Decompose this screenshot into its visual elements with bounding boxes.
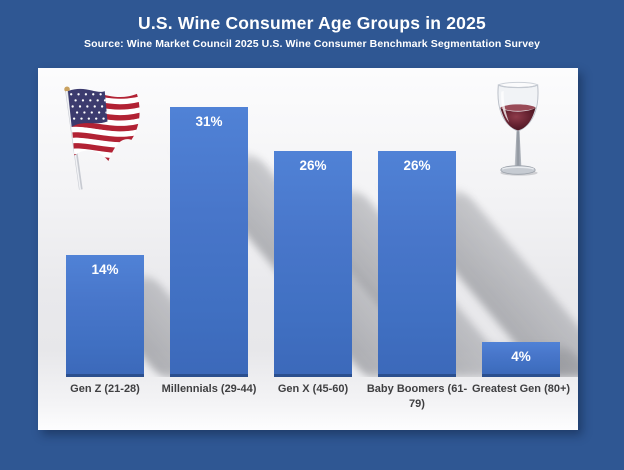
chart-source: Source: Wine Market Council 2025 U.S. Wi… <box>83 38 541 50</box>
bar-value-label: 31% <box>195 114 223 129</box>
bar-value-label: 14% <box>91 262 119 277</box>
bar: 4% <box>482 342 560 377</box>
category-label: Gen Z (21-28) <box>70 383 140 395</box>
flag-finial <box>64 86 70 92</box>
flag-stars <box>70 93 108 120</box>
plot-area: 14% 31% 26% 26% 4% <box>38 68 578 377</box>
bar-value-label: 4% <box>511 349 531 364</box>
bar-value-label: 26% <box>299 158 327 173</box>
bar: 26% <box>378 151 456 377</box>
chart-header: U.S. Wine Consumer Age Groups in 2025 So… <box>0 0 624 50</box>
category-label: Greatest Gen (80+) <box>471 383 571 395</box>
us-flag-icon <box>64 86 140 190</box>
bar: 31% <box>170 107 248 377</box>
category-label: Gen X (45-60) <box>277 383 349 395</box>
wine-glass-icon <box>497 81 539 176</box>
chart-panel: 14% 31% 26% 26% 4% Gen Z (21-28) Millennials … <box>38 68 578 430</box>
category-labels: Gen Z (21-28) Millennials (29-44) Gen X (4… <box>38 382 578 428</box>
category-label: Millennials (29-44) <box>161 383 257 395</box>
category-label: Baby Boomers (61-79) <box>366 383 468 410</box>
wine-surface <box>500 104 536 111</box>
bar: 14% <box>66 255 144 377</box>
bar: 26% <box>274 151 352 377</box>
bar-value-label: 26% <box>403 158 431 173</box>
wine-body <box>500 107 536 131</box>
glass-stem <box>514 131 522 167</box>
chart-title: U.S. Wine Consumer Age Groups in 2025 <box>138 13 486 33</box>
